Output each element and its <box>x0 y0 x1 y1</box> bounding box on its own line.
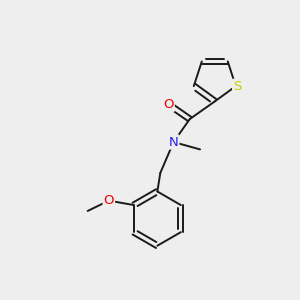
Text: O: O <box>103 194 114 207</box>
Text: O: O <box>163 98 174 111</box>
Text: S: S <box>233 80 242 93</box>
Text: N: N <box>169 136 178 148</box>
